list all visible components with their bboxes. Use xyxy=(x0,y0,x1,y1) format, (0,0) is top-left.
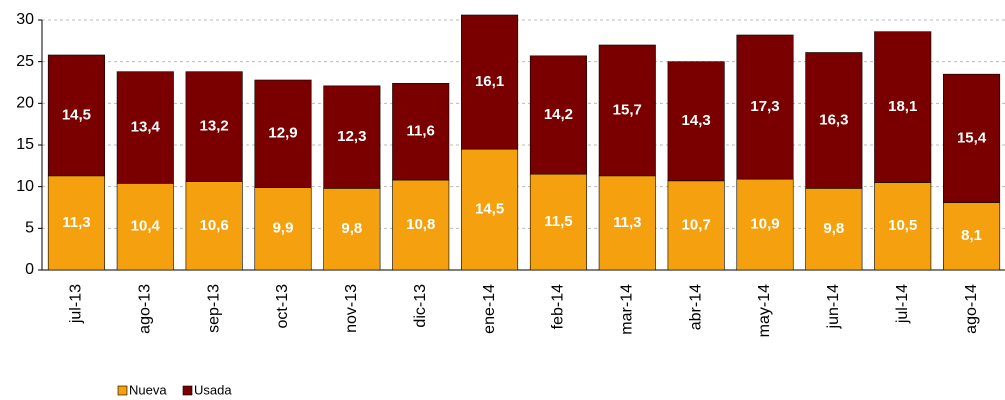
bar-segment xyxy=(116,71,174,184)
bar-segment xyxy=(805,52,863,189)
legend-label: Usada xyxy=(194,382,232,397)
value-label: 14,2 xyxy=(544,106,573,123)
value-label: 17,3 xyxy=(750,98,779,115)
y-tick-label: 10 xyxy=(16,178,34,195)
x-tick-label: jul-13 xyxy=(68,284,85,324)
value-label: 13,2 xyxy=(200,118,229,135)
x-tick-label: oct-13 xyxy=(274,284,291,329)
value-label: 15,7 xyxy=(613,101,642,118)
bar-segment xyxy=(943,202,1001,271)
value-label: 9,8 xyxy=(341,220,362,237)
bar-segment xyxy=(323,188,381,271)
y-tick-label: 30 xyxy=(16,11,34,28)
value-label: 12,3 xyxy=(337,128,366,145)
bar-segment xyxy=(874,182,932,271)
x-tick-label: jul-14 xyxy=(894,284,911,324)
bar-segment xyxy=(736,178,794,271)
value-label: 10,9 xyxy=(750,216,779,233)
value-label: 15,4 xyxy=(957,129,987,146)
y-tick-label: 25 xyxy=(16,53,34,70)
x-tick-label: ago-13 xyxy=(137,284,154,334)
bar-segment xyxy=(392,179,450,271)
y-tick-label: 5 xyxy=(25,220,34,237)
bar-segment xyxy=(598,175,656,271)
value-label: 14,5 xyxy=(62,106,91,123)
value-label: 14,3 xyxy=(682,112,711,129)
value-label: 12,9 xyxy=(268,125,297,142)
bar-segment xyxy=(47,54,105,177)
x-tick-label: ago-14 xyxy=(963,284,980,334)
bar-segment xyxy=(736,34,794,180)
bar-segment xyxy=(943,73,1001,203)
bar-segment xyxy=(254,187,312,271)
y-tick-label: 15 xyxy=(16,136,34,153)
legend-swatch xyxy=(182,385,193,396)
bar-segment xyxy=(805,188,863,271)
value-label: 10,8 xyxy=(406,216,435,233)
bar-segment xyxy=(47,175,105,271)
bar-segment xyxy=(116,183,174,271)
x-tick-label: feb-14 xyxy=(550,284,567,329)
bar-segment xyxy=(392,83,450,181)
bar-segment xyxy=(185,71,243,182)
x-tick-label: ene-14 xyxy=(481,284,498,334)
x-tick-label: nov-13 xyxy=(343,284,360,333)
bar-segment xyxy=(667,61,725,182)
bar-segment xyxy=(874,31,932,183)
value-label: 8,1 xyxy=(961,227,982,244)
bar-segment xyxy=(667,180,725,271)
value-label: 14,5 xyxy=(475,201,504,218)
value-label: 13,4 xyxy=(131,118,161,135)
bar-segment xyxy=(529,55,587,175)
value-label: 10,6 xyxy=(200,217,229,234)
value-label: 16,1 xyxy=(475,73,504,90)
value-label: 10,4 xyxy=(131,218,161,235)
legend-label: Nueva xyxy=(129,382,167,397)
bar-segment xyxy=(598,44,656,177)
x-tick-label: abr-14 xyxy=(687,284,704,330)
y-tick-label: 20 xyxy=(16,95,34,112)
bar-segment xyxy=(529,173,587,271)
value-label: 10,5 xyxy=(888,217,917,234)
value-label: 11,5 xyxy=(544,213,572,230)
bar-segment xyxy=(461,14,519,150)
value-label: 10,7 xyxy=(682,216,711,233)
x-tick-label: mar-14 xyxy=(619,284,636,335)
x-tick-label: jun-14 xyxy=(825,284,842,330)
value-label: 9,9 xyxy=(273,220,294,237)
value-label: 11,3 xyxy=(62,214,90,231)
bar-segment xyxy=(323,85,381,189)
y-tick-label: 0 xyxy=(25,261,34,278)
value-label: 11,6 xyxy=(407,123,435,140)
value-label: 11,3 xyxy=(613,214,641,231)
x-tick-label: sep-13 xyxy=(205,284,222,333)
value-label: 16,3 xyxy=(819,111,848,128)
bar-segment xyxy=(185,181,243,271)
value-label: 9,8 xyxy=(823,220,844,237)
bar-segment xyxy=(254,79,312,188)
value-label: 18,1 xyxy=(888,98,917,115)
bar-segment xyxy=(461,148,519,271)
legend-swatch xyxy=(117,385,128,396)
x-tick-label: may-14 xyxy=(756,284,773,337)
x-tick-label: dic-13 xyxy=(412,284,429,328)
